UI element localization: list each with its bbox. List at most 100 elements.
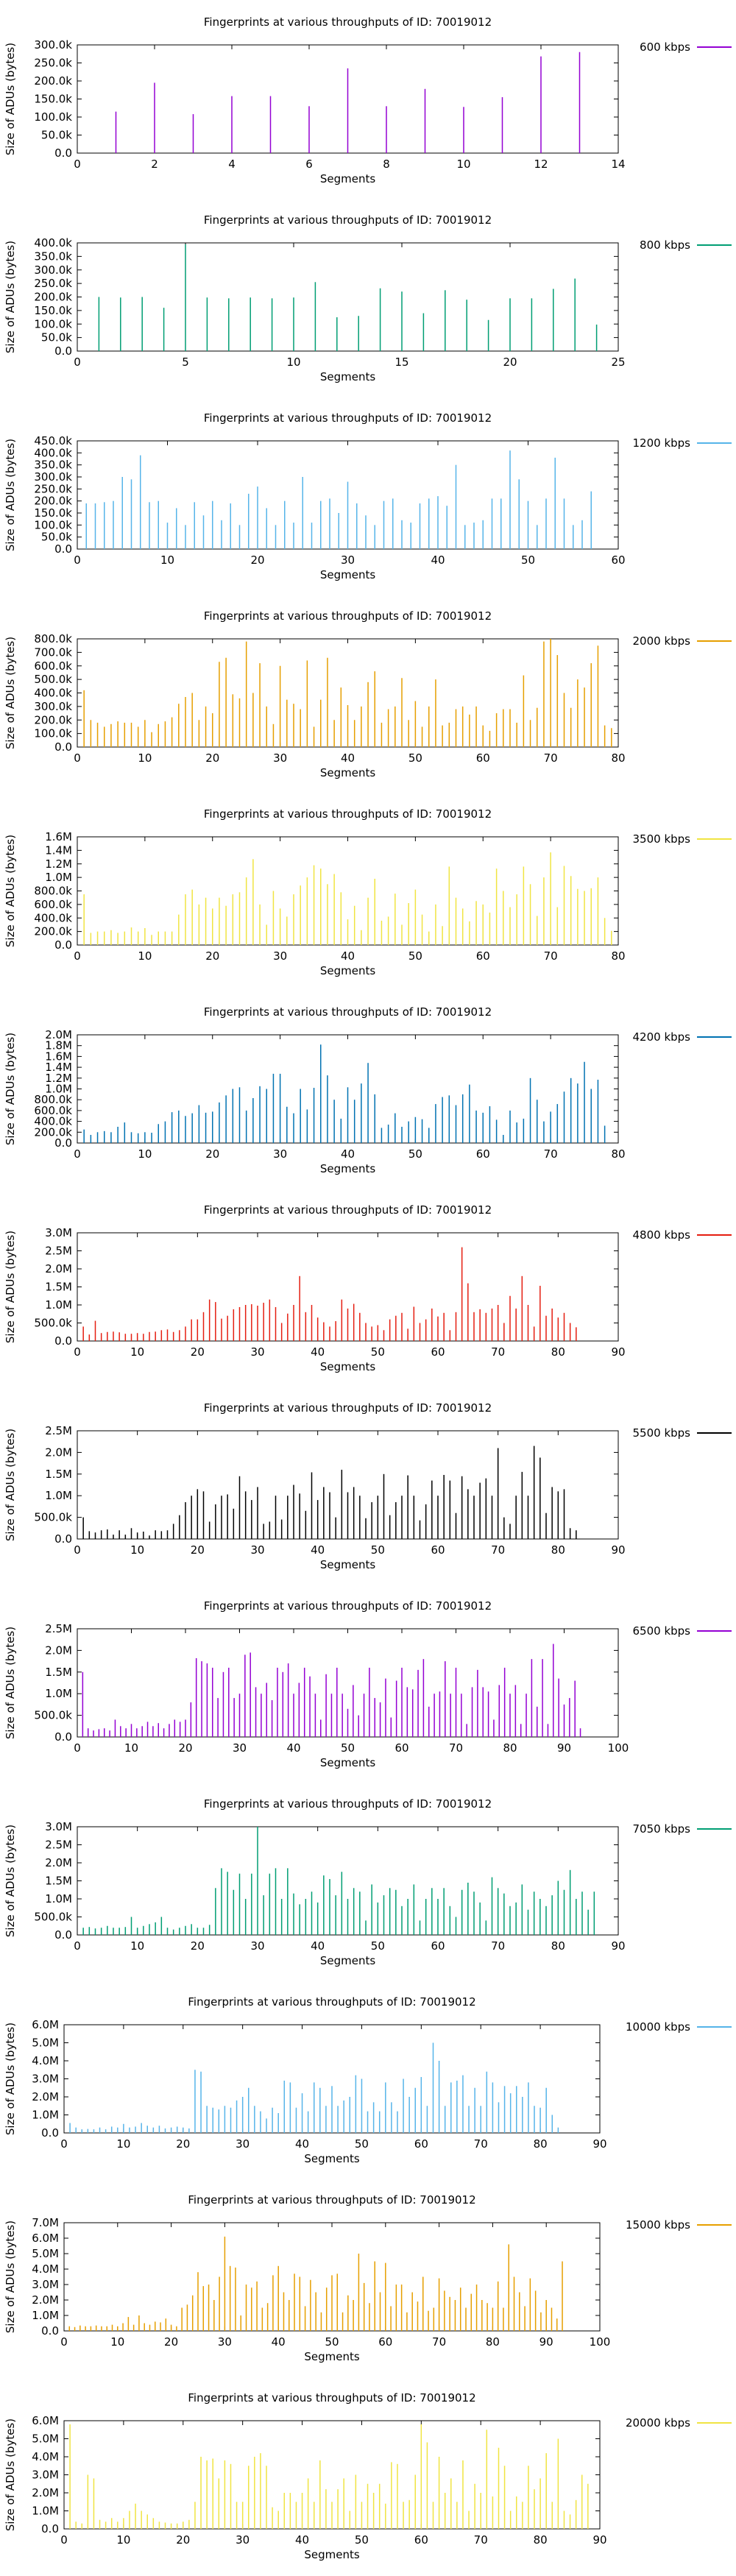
y-tick-label: 500.0k (34, 673, 72, 686)
y-tick-label: 50.0k (41, 331, 72, 344)
x-axis-label: Segments (320, 1360, 376, 1373)
y-tick-label: 500.0k (34, 1911, 72, 1924)
x-axis-label: Segments (320, 172, 376, 185)
y-tick-label: 0.0 (54, 542, 72, 556)
x-tick-label: 10 (124, 1741, 138, 1755)
x-tick-label: 60 (431, 1543, 445, 1557)
x-tick-label: 70 (491, 1345, 505, 1359)
x-tick-label: 10 (130, 1939, 144, 1953)
x-tick-label: 80 (611, 751, 625, 765)
y-tick-label: 6.0M (32, 2414, 59, 2427)
legend-label: 6500 kbps (633, 1624, 691, 1638)
x-tick-label: 30 (236, 2137, 250, 2151)
x-tick-label: 60 (476, 751, 490, 765)
x-tick-label: 30 (218, 2335, 232, 2349)
y-tick-label: 1.4M (45, 843, 72, 857)
x-tick-label: 10 (110, 2335, 124, 2349)
y-tick-label: 2.5M (45, 1424, 72, 1437)
x-tick-label: 40 (341, 949, 355, 963)
x-tick-label: 25 (611, 355, 625, 369)
y-tick-label: 150.0k (34, 304, 72, 317)
chart-panel: Fingerprints at various throughputs of I… (4, 609, 732, 779)
x-tick-label: 70 (449, 1741, 463, 1755)
x-tick-label: 0 (74, 751, 81, 765)
x-tick-label: 80 (551, 1345, 565, 1359)
y-tick-label: 350.0k (34, 250, 72, 263)
x-tick-label: 60 (414, 2137, 428, 2151)
chart-title: Fingerprints at various throughputs of I… (204, 1401, 492, 1415)
y-tick-label: 0.0 (41, 2522, 59, 2536)
x-tick-label: 50 (371, 1939, 385, 1953)
x-tick-label: 30 (250, 1543, 264, 1557)
chart-title: Fingerprints at various throughputs of I… (204, 1797, 492, 1811)
x-tick-label: 90 (592, 2137, 606, 2151)
chart-title: Fingerprints at various throughputs of I… (204, 1599, 492, 1613)
x-tick-label: 10 (116, 2533, 130, 2547)
y-tick-label: 400.0k (34, 687, 72, 700)
y-tick-label: 6.0M (32, 2018, 59, 2031)
chart-panel: Fingerprints at various throughputs of I… (4, 1797, 732, 1967)
y-tick-label: 1.5M (45, 1875, 72, 1888)
x-tick-label: 100 (608, 1741, 629, 1755)
x-tick-label: 100 (590, 2335, 611, 2349)
y-tick-label: 0.0 (54, 1730, 72, 1744)
y-tick-label: 5.0M (32, 2432, 59, 2446)
x-axis-label: Segments (320, 1756, 376, 1769)
y-tick-label: 1.0M (45, 1489, 72, 1502)
y-tick-label: 3.0M (32, 2073, 59, 2086)
x-tick-label: 90 (611, 1939, 625, 1953)
x-tick-label: 0 (74, 158, 81, 171)
y-tick-label: 2.5M (45, 1245, 72, 1258)
x-tick-label: 20 (503, 355, 517, 369)
x-tick-label: 70 (491, 1939, 505, 1953)
y-tick-label: 1.0M (32, 2109, 59, 2122)
legend-label: 15000 kbps (626, 2218, 690, 2232)
x-tick-label: 50 (408, 1147, 422, 1161)
y-tick-label: 1.6M (45, 830, 72, 843)
chart-panel: Fingerprints at various throughputs of I… (4, 1599, 732, 1769)
y-tick-label: 1.6M (45, 1050, 72, 1063)
y-axis-label: Size of ADUs (bytes) (4, 835, 17, 947)
x-tick-label: 0 (74, 553, 81, 567)
x-tick-label: 14 (611, 158, 625, 171)
y-tick-label: 3.0M (32, 2469, 59, 2482)
y-tick-label: 800.0k (34, 885, 72, 898)
y-tick-label: 1.2M (45, 1072, 72, 1085)
y-axis-label: Size of ADUs (bytes) (4, 1429, 17, 1541)
x-tick-label: 90 (611, 1543, 625, 1557)
y-tick-label: 500.0k (34, 1511, 72, 1524)
y-axis-label: Size of ADUs (bytes) (4, 241, 17, 353)
y-tick-label: 200.0k (34, 495, 72, 508)
x-tick-label: 20 (205, 751, 219, 765)
y-tick-label: 0.0 (54, 1136, 72, 1150)
y-tick-label: 1.4M (45, 1061, 72, 1074)
x-tick-label: 70 (432, 2335, 446, 2349)
x-axis-label: Segments (320, 568, 376, 581)
y-tick-label: 200.0k (34, 1125, 72, 1139)
x-tick-label: 20 (250, 553, 264, 567)
x-axis-label: Segments (304, 2152, 360, 2165)
x-tick-label: 80 (486, 2335, 500, 2349)
y-tick-label: 450.0k (34, 434, 72, 447)
x-tick-label: 40 (311, 1345, 325, 1359)
y-tick-label: 6.0M (32, 2232, 59, 2245)
y-axis-label: Size of ADUs (bytes) (4, 1033, 17, 1145)
y-axis-label: Size of ADUs (bytes) (4, 1627, 17, 1739)
x-tick-label: 50 (355, 2533, 369, 2547)
y-tick-label: 350.0k (34, 459, 72, 472)
y-tick-label: 0.0 (54, 146, 72, 160)
y-tick-label: 100.0k (34, 518, 72, 531)
x-tick-label: 50 (371, 1345, 385, 1359)
legend-label: 20000 kbps (626, 2416, 690, 2430)
x-tick-label: 80 (534, 2137, 548, 2151)
chart-title: Fingerprints at various throughputs of I… (204, 15, 492, 29)
x-tick-label: 50 (371, 1543, 385, 1557)
legend-label: 5500 kbps (633, 1426, 691, 1440)
y-tick-label: 4.0M (32, 2450, 59, 2463)
x-tick-label: 70 (544, 949, 558, 963)
x-tick-label: 0 (74, 1939, 81, 1953)
y-tick-label: 2.0M (45, 1856, 72, 1869)
y-tick-label: 300.0k (34, 263, 72, 277)
x-tick-label: 20 (176, 2137, 190, 2151)
x-tick-label: 30 (233, 1741, 247, 1755)
